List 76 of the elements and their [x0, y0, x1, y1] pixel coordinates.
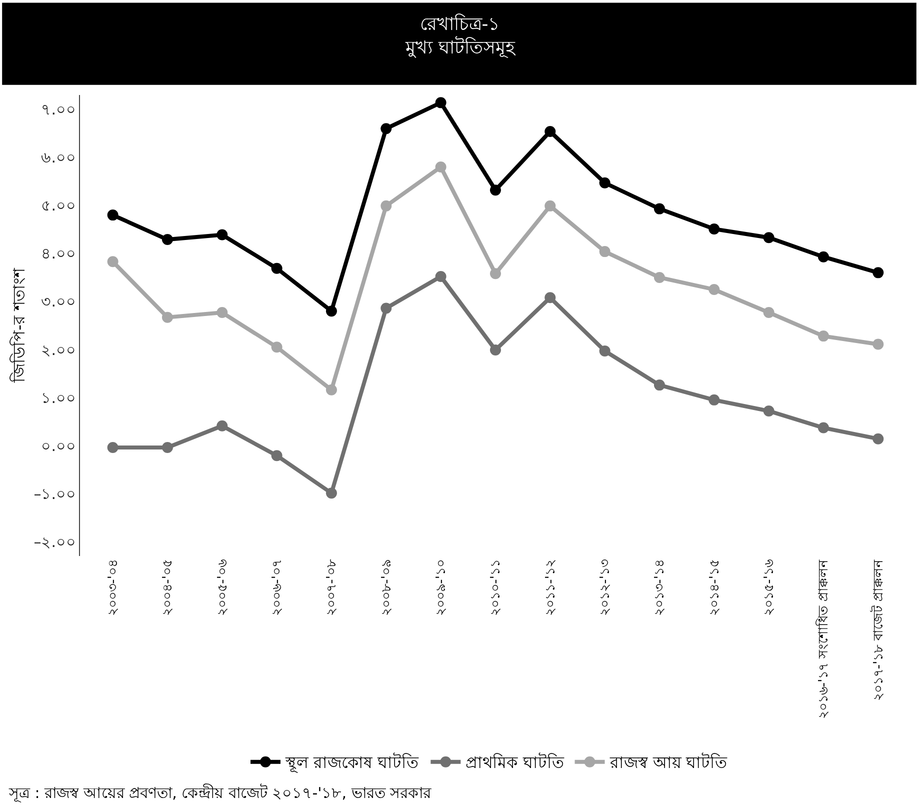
y-tick-label: –২.০০ — [34, 532, 76, 551]
x-tick-label: ২০০৮-'০৯ — [379, 560, 394, 616]
point — [599, 345, 610, 356]
point — [818, 422, 829, 434]
y-tick-label: ৫.০০ — [41, 196, 76, 215]
point — [435, 271, 446, 282]
x-tick-label: ২০০৯-'১০ — [434, 560, 450, 616]
point — [216, 229, 228, 240]
y-tick-label: ৬.০০ — [41, 148, 76, 167]
point — [872, 433, 884, 444]
point — [490, 184, 501, 196]
point — [162, 234, 173, 246]
point — [654, 380, 665, 391]
x-tick-label: ২০০৬-'০৭ — [270, 560, 286, 616]
point — [326, 384, 337, 396]
x-tick-label: ২০১১-'১২ — [543, 560, 558, 616]
point — [162, 442, 173, 453]
legend-label: স্থূল রাজকোষ ঘাটতি — [284, 753, 420, 774]
point — [435, 97, 446, 108]
x-tick-label: ২০১২-'১৩ — [598, 560, 614, 616]
point — [818, 251, 829, 262]
point — [271, 450, 282, 462]
x-tick-label: ২০১৫-'১৬ — [762, 558, 778, 616]
x-tick-label: ২০১০-'১১ — [488, 560, 504, 616]
y-axis-title: জিডিপি-র শতাংশ — [10, 268, 29, 384]
point — [599, 246, 610, 258]
point — [708, 223, 720, 234]
y-tick-label: ০.০০ — [41, 436, 76, 455]
point — [763, 307, 774, 318]
y-tick-label: ১.০০ — [41, 388, 76, 407]
point — [271, 262, 282, 274]
legend-label: রাজস্ব আয় ঘাটতি — [608, 753, 728, 772]
text: সূত্র : রাজস্ব আয়ের প্রবণতা, কেন্দ্রীয় বাজেট ২০১৭-'১৮, ভারত সরকার — [8, 784, 432, 803]
point — [162, 312, 173, 323]
point — [599, 177, 610, 188]
x-tick-label: ২০১৭-'১৮ বাজেট প্রাক্কলন — [870, 560, 886, 702]
y-tick-label: –১.০০ — [34, 484, 76, 503]
y-tick-label: ৭.০০ — [41, 100, 76, 119]
point — [216, 307, 228, 318]
point — [818, 330, 829, 342]
point — [872, 338, 884, 350]
point — [326, 488, 337, 499]
point — [435, 162, 446, 173]
y-tick-label: ৩.০০ — [41, 292, 76, 311]
point — [763, 405, 774, 416]
point — [544, 126, 556, 137]
point — [654, 203, 665, 214]
point — [216, 420, 228, 432]
x-tick-label: ২০১৬-'১৭ সংশোধিত প্রাক্কলন — [816, 560, 832, 720]
point — [708, 284, 720, 295]
y-tick-label: ২.০০ — [41, 340, 76, 359]
x-tick-label: ২০০৪-'০৫ — [160, 560, 176, 616]
point — [654, 272, 665, 283]
point — [763, 232, 774, 244]
point — [490, 268, 501, 280]
legend-label: প্রাথমিক ঘাটতি — [466, 753, 565, 772]
point — [271, 342, 282, 353]
point — [490, 344, 501, 356]
point — [380, 302, 392, 314]
chart-title: রেখাচিত্র-১ মুখ্য ঘাটতিসমূহ — [404, 14, 516, 58]
x-tick-label: ২০০৫-'০৬ — [215, 558, 230, 616]
x-tick-label: ২০১৪-'১৫ — [707, 560, 722, 616]
point — [107, 442, 118, 453]
point — [544, 292, 556, 304]
x-tick-label: ২০০৩-'০৪ — [106, 560, 122, 616]
point — [380, 123, 392, 134]
x-tick-label: ২০০৭-'০৮ — [324, 558, 340, 616]
point — [872, 267, 884, 278]
y-tick-label: ৪.০০ — [41, 244, 76, 263]
point — [326, 306, 337, 317]
x-tick-label: ২০১৩-'১৪ — [652, 560, 668, 616]
point — [107, 256, 118, 268]
point — [107, 210, 118, 221]
point — [380, 200, 392, 212]
point — [708, 394, 720, 406]
point — [544, 200, 556, 212]
